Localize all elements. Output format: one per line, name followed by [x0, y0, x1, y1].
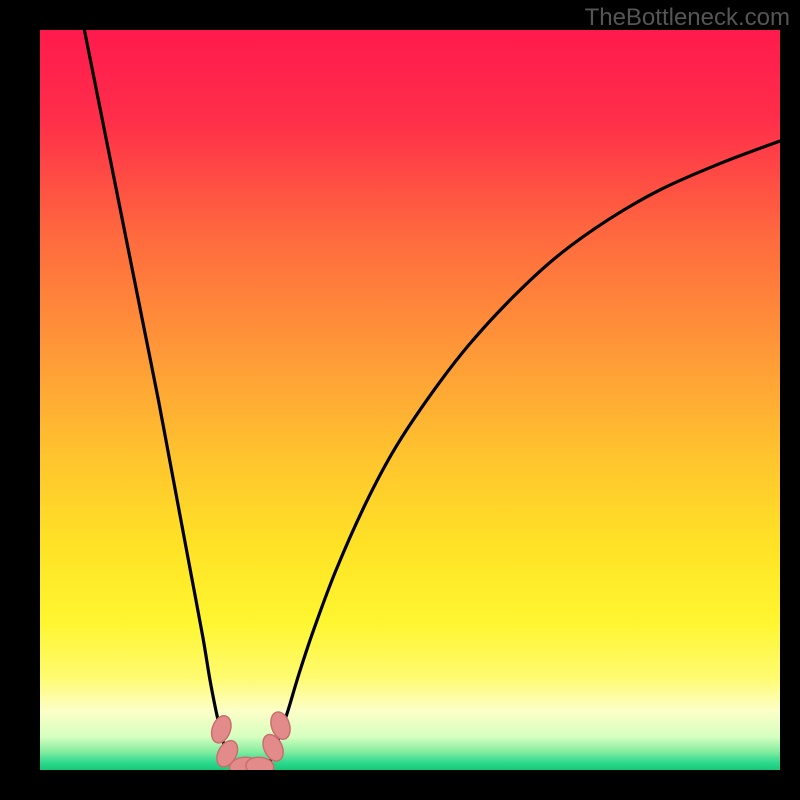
chart-svg [40, 30, 780, 770]
background-gradient [40, 30, 780, 770]
watermark-text: TheBottleneck.com [585, 4, 790, 32]
chart-container: TheBottleneck.com [0, 0, 800, 800]
plot-area [40, 30, 780, 770]
